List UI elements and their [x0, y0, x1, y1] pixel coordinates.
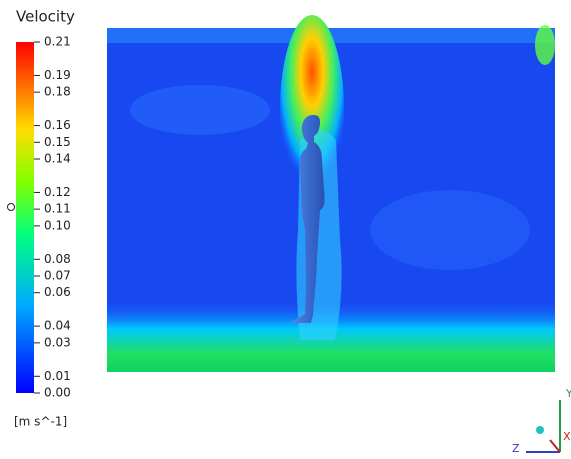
axis-triad: Y Z X: [512, 387, 571, 455]
tick-label: 0.08: [44, 252, 71, 266]
tick-label: 0.15: [44, 135, 71, 149]
tick-label: 0.12: [44, 185, 71, 199]
tick-label: 0.21: [44, 35, 71, 49]
axis-z: Z: [512, 442, 520, 455]
colorbar: [16, 42, 34, 393]
tick-label: 0.11: [44, 202, 71, 216]
tick-label: 0.10: [44, 218, 71, 232]
tick-label: 0.00: [44, 386, 71, 400]
colorbar-title: Velocity: [16, 8, 75, 26]
tick-label: 0.03: [44, 335, 71, 349]
contour-plot: [107, 15, 555, 372]
tick-label: 0.19: [44, 68, 71, 82]
tick-label: 0.04: [44, 319, 71, 333]
tick-label: 0.14: [44, 152, 71, 166]
tick-label: 0.18: [44, 85, 71, 99]
tick-label: 0.01: [44, 369, 71, 383]
axis-x: X: [563, 430, 571, 443]
axis-y: Y: [565, 387, 571, 400]
tick-label: 0.06: [44, 285, 71, 299]
unit-label: [m s^-1]: [14, 415, 67, 429]
tick-label: 0.07: [44, 269, 71, 283]
screenshot: Velocity 0.21 0.19 0.18 0.16 0.15 0.14 0.12 0.1…: [0, 0, 571, 459]
marker: [8, 204, 15, 211]
tick-label: 0.16: [44, 118, 71, 132]
